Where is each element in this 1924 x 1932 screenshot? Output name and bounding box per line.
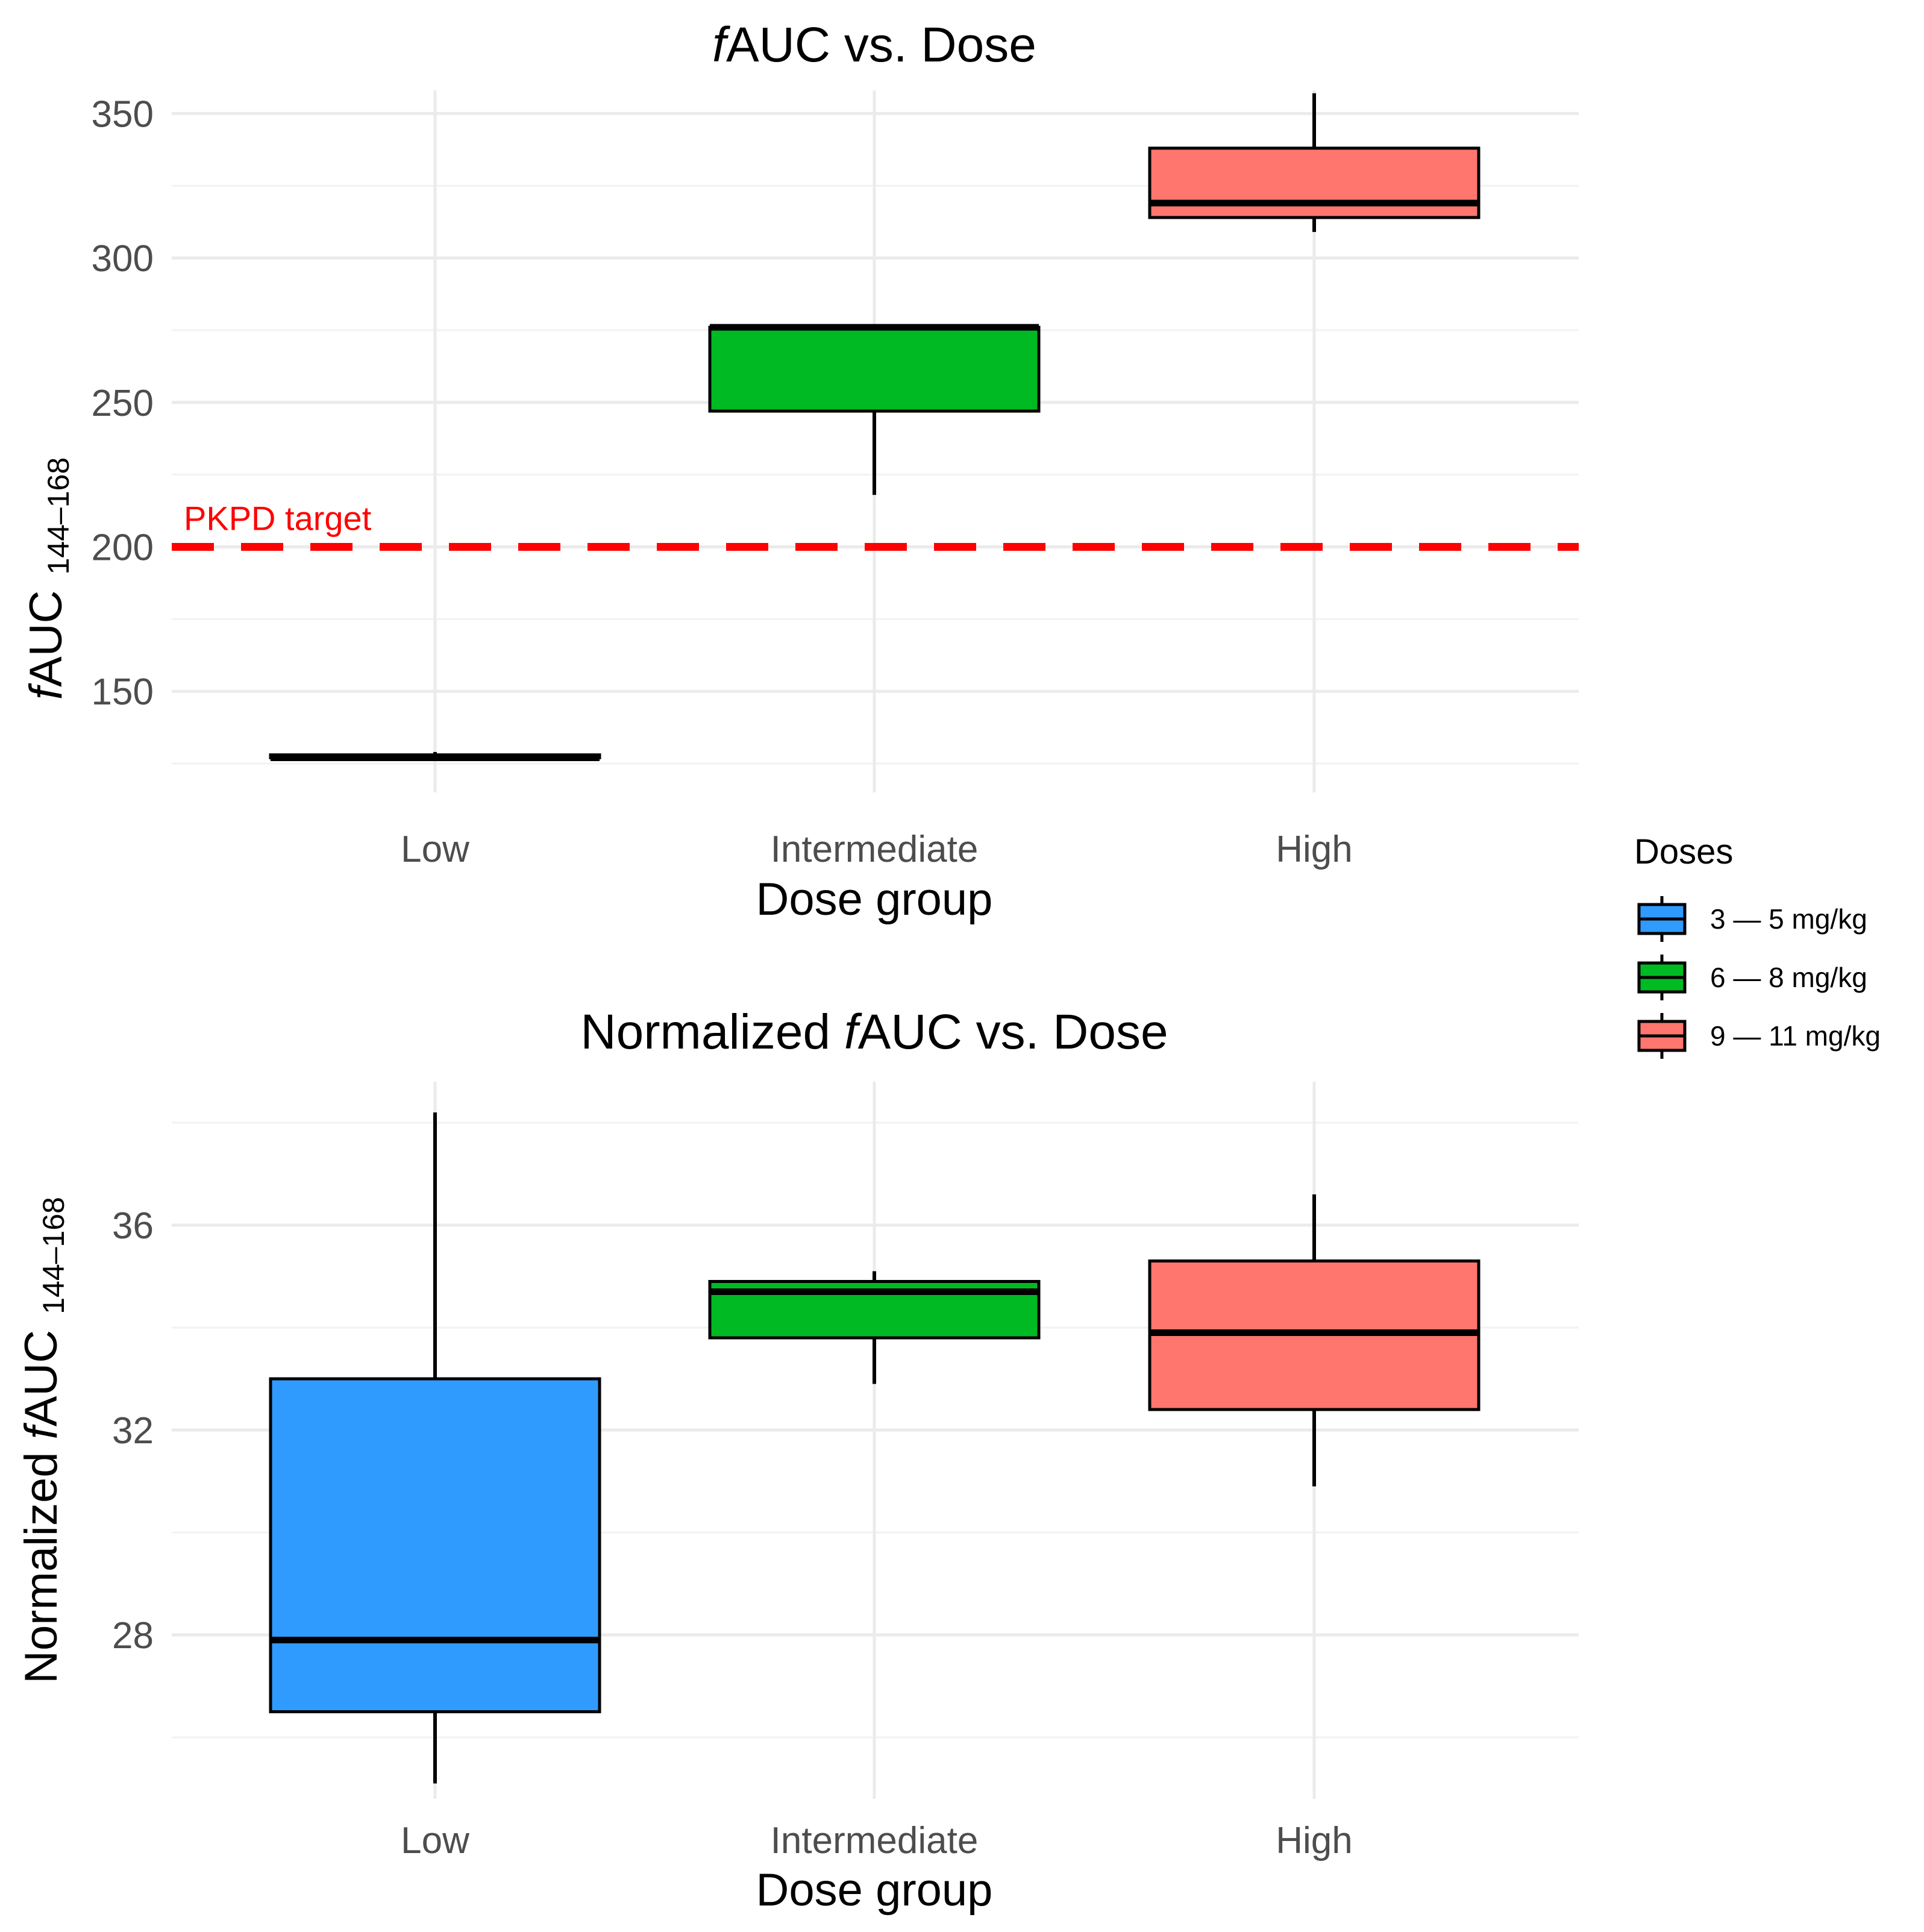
legend-item: 3 — 5 mg/kg bbox=[1637, 896, 1867, 942]
y-tick-labels: 150 200 250 300 350 bbox=[92, 93, 154, 713]
x-tick-label: High bbox=[1276, 1820, 1353, 1861]
y-tick-label: 32 bbox=[112, 1410, 154, 1452]
box-high bbox=[1148, 1194, 1481, 1487]
box-high bbox=[1148, 93, 1481, 232]
y-tick-label: 250 bbox=[92, 383, 154, 424]
boxes bbox=[269, 93, 1481, 761]
y-tick-label: 200 bbox=[92, 527, 154, 568]
box-low bbox=[269, 751, 601, 761]
y-axis-title: Normalized fAUC144–168 bbox=[16, 1197, 71, 1684]
reference-line-group: PKPD target bbox=[172, 499, 1579, 551]
legend-label: 6 — 8 mg/kg bbox=[1710, 962, 1867, 993]
x-tick-label: High bbox=[1276, 829, 1353, 870]
box-intermediate bbox=[708, 1271, 1041, 1384]
x-axis-title: Dose group bbox=[756, 874, 993, 925]
y-tick-label: 150 bbox=[92, 671, 154, 713]
box-iqr bbox=[1148, 146, 1481, 219]
faUC-plot: PKPD target 150 200 250 300 350 Low Intermedi… bbox=[20, 17, 1579, 925]
grid bbox=[172, 90, 1579, 792]
x-tick-label: Low bbox=[401, 829, 469, 870]
box-intermediate bbox=[708, 324, 1041, 495]
y-tick-labels: 28 32 36 bbox=[112, 1205, 154, 1657]
box-low bbox=[269, 1112, 601, 1784]
y-tick-label: 350 bbox=[92, 93, 154, 135]
legend-label: 9 — 11 mg/kg bbox=[1710, 1020, 1881, 1052]
plot-title: fAUC vs. Dose bbox=[712, 17, 1036, 72]
boxes bbox=[269, 1112, 1481, 1784]
normalized-faUC-plot: 28 32 36 Low Intermediate High Normalized fA… bbox=[16, 1005, 1579, 1916]
legend-label: 3 — 5 mg/kg bbox=[1710, 903, 1867, 935]
x-axis-title: Dose group bbox=[756, 1865, 993, 1916]
y-tick-label: 300 bbox=[92, 238, 154, 280]
y-axis-title: fAUC144–168 bbox=[20, 457, 75, 700]
legend: Doses 3 — 5 mg/kg 6 — 8 mg/kg 9 — 11 mg/kg bbox=[1634, 832, 1881, 1059]
x-tick-labels: Low Intermediate High bbox=[401, 829, 1353, 870]
y-tick-label: 36 bbox=[112, 1205, 154, 1247]
x-tick-labels: Low Intermediate High bbox=[401, 1820, 1353, 1861]
legend-item: 9 — 11 mg/kg bbox=[1637, 1013, 1881, 1059]
reference-line-label: PKPD target bbox=[184, 499, 372, 537]
legend-items: 3 — 5 mg/kg 6 — 8 mg/kg 9 — 11 mg/kg bbox=[1637, 896, 1881, 1059]
plot-title: Normalized fAUC vs. Dose bbox=[580, 1005, 1168, 1059]
x-tick-label: Intermediate bbox=[771, 1820, 979, 1861]
x-tick-label: Intermediate bbox=[771, 829, 979, 870]
box-iqr bbox=[269, 1377, 601, 1713]
legend-title: Doses bbox=[1634, 832, 1733, 871]
x-tick-label: Low bbox=[401, 1820, 469, 1861]
svg-text:fAUC144–168: fAUC144–168 bbox=[20, 457, 75, 700]
y-tick-label: 28 bbox=[112, 1615, 154, 1657]
legend-item: 6 — 8 mg/kg bbox=[1637, 955, 1867, 1000]
svg-text:Normalized fAUC144–168: Normalized fAUC144–168 bbox=[16, 1197, 71, 1684]
box-iqr bbox=[708, 325, 1041, 413]
